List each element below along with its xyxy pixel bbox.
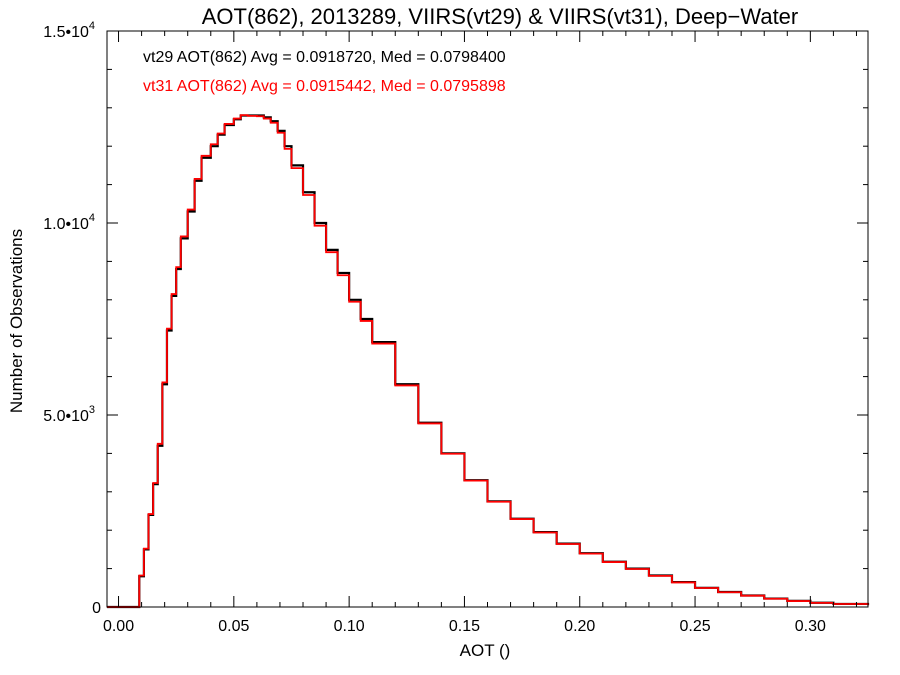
annotation-vt29: vt29 AOT(862) Avg = 0.0918720, Med = 0.0… xyxy=(143,49,506,66)
chart-title: AOT(862), 2013289, VIIRS(vt29) & VIIRS(v… xyxy=(202,4,799,29)
x-tick-label: 0.20 xyxy=(564,618,595,635)
annotation-vt31: vt31 AOT(862) Avg = 0.0915442, Med = 0.0… xyxy=(143,78,506,95)
y-tick-label: 5.0•103 xyxy=(43,404,95,425)
y-tick-label: 0 xyxy=(92,600,101,617)
plot-frame xyxy=(106,30,869,608)
series-line-1 xyxy=(107,114,869,608)
x-tick-label: 0.10 xyxy=(334,618,365,635)
series-layer xyxy=(107,114,870,609)
x-tick-label: 0.00 xyxy=(103,618,134,635)
y-tick-label: 1.5•104 xyxy=(43,20,95,41)
y-tick-label: 1.0•104 xyxy=(43,212,95,233)
x-tick-label: 0.05 xyxy=(218,618,249,635)
y-axis-label: Number of Observations xyxy=(7,229,26,413)
x-axis-label: AOT () xyxy=(460,641,511,660)
x-tick-label: 0.25 xyxy=(679,618,710,635)
ticks-layer: 0.00 0.05 0.10 0.15 0.20 0.25 0.30 0 5.0•103 1.0•… xyxy=(43,20,868,635)
x-tick-label: 0.30 xyxy=(795,618,826,635)
x-tick-label: 0.15 xyxy=(449,618,480,635)
